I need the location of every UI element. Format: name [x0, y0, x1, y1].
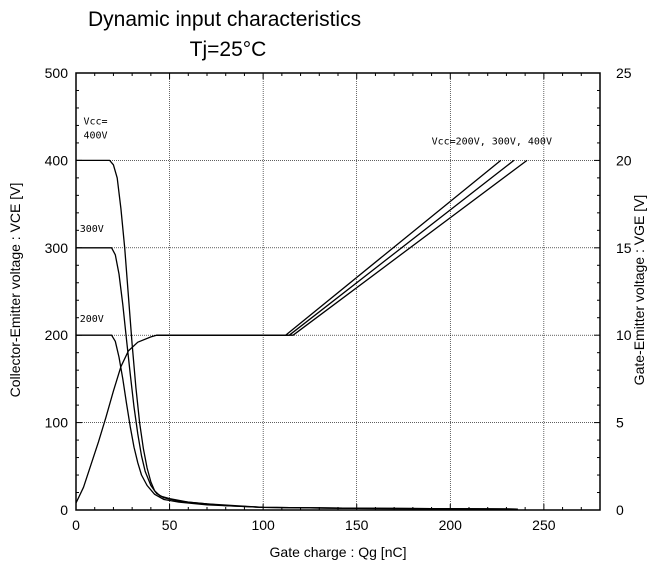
- x-tick-label: 200: [439, 517, 463, 533]
- chart-title: Dynamic input characteristics: [88, 8, 361, 31]
- y-right-tick-label: 5: [616, 415, 624, 431]
- annotation-label: Vcc=200V, 300V, 400V: [432, 137, 552, 148]
- series-group: [75, 159, 528, 510]
- x-tick-label: 0: [72, 517, 80, 533]
- x-axis-label: Gate charge : Qg [nC]: [270, 544, 407, 560]
- y-right-tick-label: 10: [616, 327, 632, 343]
- series-line: [75, 159, 502, 504]
- y-right-tick-label: 15: [616, 240, 632, 256]
- series-line: [76, 247, 518, 510]
- y-left-tick-label: 0: [60, 502, 68, 518]
- x-tick-label: 100: [251, 517, 275, 533]
- y-right-tick-label: 0: [616, 502, 624, 518]
- tick-labels: 0 50 100 150 200 250 0 100 200 300 400 500 0 5 10 15 20 2…: [45, 65, 632, 533]
- x-tick-label: 250: [532, 517, 556, 533]
- annotation-label: Vcc=: [83, 117, 107, 128]
- chart-subtitle: Tj=25°C: [190, 38, 267, 61]
- y-axis-label-left: Collector-Emitter voltage : VCE [V]: [7, 183, 23, 398]
- annotation-label: 200V: [80, 314, 104, 325]
- grid: [76, 73, 600, 510]
- annotation-label: 300V: [80, 224, 104, 235]
- y-left-tick-label: 500: [45, 65, 69, 81]
- series-line: [76, 334, 518, 510]
- y-right-tick-label: 20: [616, 152, 632, 168]
- annotation-label: 400V: [83, 131, 107, 142]
- plot-frame: [75, 72, 601, 511]
- y-left-tick-label: 200: [45, 327, 69, 343]
- y-left-tick-label: 400: [45, 152, 69, 168]
- y-axis-label-right: Gate-Emitter voltage : VGE [V]: [631, 195, 647, 386]
- x-tick-label: 150: [345, 517, 369, 533]
- series-line: [156, 159, 528, 336]
- annotations: Vcc= 400V 300V 200V Vcc=200V, 300V, 400V: [80, 117, 552, 326]
- x-tick-label: 50: [162, 517, 178, 533]
- y-left-tick-label: 300: [45, 240, 69, 256]
- y-right-tick-label: 25: [616, 65, 632, 81]
- y-left-tick-label: 100: [45, 415, 69, 431]
